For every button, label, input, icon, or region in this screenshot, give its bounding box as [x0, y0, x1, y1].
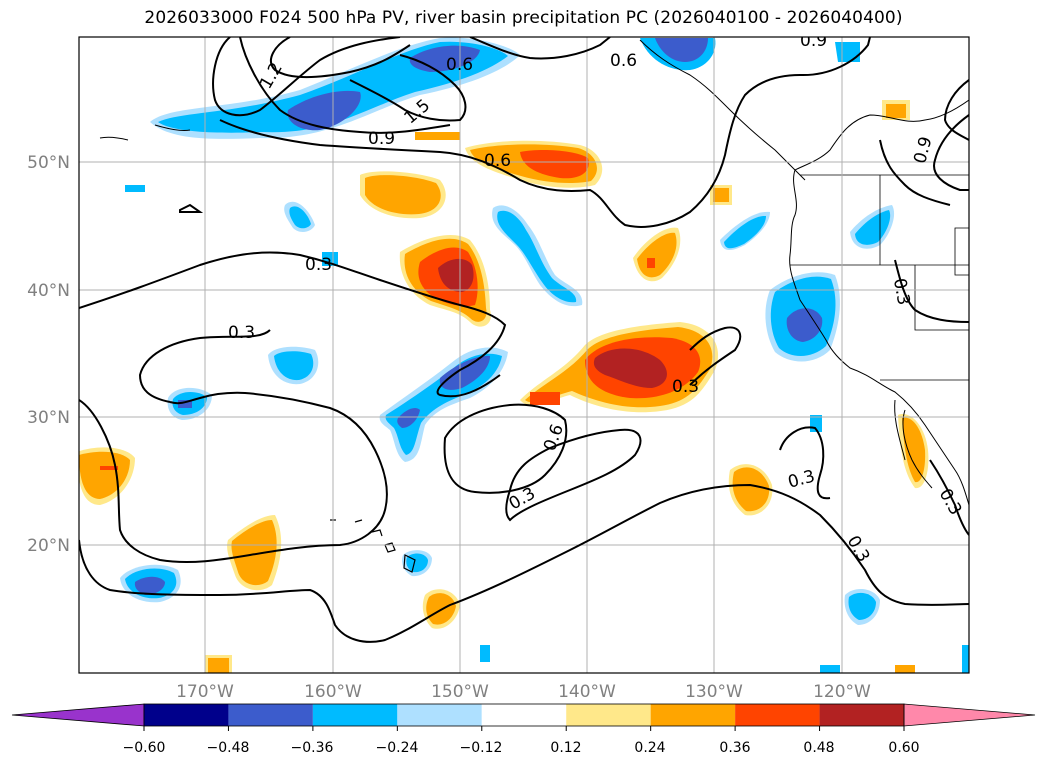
- political-borders: [790, 174, 969, 381]
- gridlines: [79, 37, 969, 673]
- colorbar-segment: [481, 704, 567, 726]
- hawaii-islands: [330, 519, 416, 573]
- contour-label: 0.6: [484, 151, 511, 171]
- colorbar-tick-label: −0.24: [376, 740, 419, 756]
- map-title: 2026033000 F024 500 hPa PV, river basin …: [144, 8, 903, 28]
- lon-label: 160°W: [304, 682, 362, 702]
- contour-label: 0.3: [889, 277, 913, 307]
- plot-frame: [78, 36, 970, 674]
- colorbar-segment: [735, 704, 820, 726]
- lon-label: 140°W: [558, 682, 616, 702]
- coastlines: [99, 39, 969, 506]
- contour-label: 0.9: [800, 31, 827, 51]
- latitude-labels: 50°N 40°N 30°N 20°N: [27, 153, 70, 556]
- contour-label: 0.3: [672, 377, 699, 397]
- lat-label: 50°N: [27, 153, 70, 173]
- blue-anomaly-gulf-of-alaska-core: [287, 90, 361, 131]
- colorbar-tick-label: −0.36: [291, 740, 334, 756]
- colorbar-segment: [566, 704, 651, 726]
- contour-label: 0.6: [446, 55, 473, 75]
- lon-label: 150°W: [431, 682, 489, 702]
- colorbar-outline: [143, 703, 905, 727]
- colorbar-tick-label: −0.60: [123, 740, 166, 756]
- colorbar-labels: −0.60 −0.48 −0.36 −0.24 −0.12 0.12 0.24 …: [123, 740, 920, 756]
- colorbar: −0.60 −0.48 −0.36 −0.24 −0.12 0.12 0.24 …: [11, 703, 1036, 756]
- colorbar-segments: [11, 703, 1036, 727]
- colorbar-segment: [312, 704, 398, 726]
- colorbar-segment: [397, 704, 482, 726]
- colorbar-tick-label: −0.12: [460, 740, 503, 756]
- colorbar-extend-low: [11, 703, 145, 727]
- contour-label: 0.9: [368, 129, 395, 149]
- colorbar-tick-label: 0.12: [550, 740, 581, 756]
- colorbar-tick-label: −0.48: [207, 740, 250, 756]
- contour-label: 0.3: [305, 255, 332, 275]
- lat-label: 20°N: [27, 536, 70, 556]
- colorbar-segment: [650, 704, 736, 726]
- pv-contours: [79, 37, 969, 643]
- colorbar-tick-label: 0.48: [803, 740, 834, 756]
- lat-label: 30°N: [27, 408, 70, 428]
- lon-label: 130°W: [685, 682, 743, 702]
- longitude-labels: 170°W 160°W 150°W 140°W 130°W 120°W: [176, 682, 871, 702]
- contour-label: 0.3: [228, 323, 255, 343]
- colorbar-ticks: [143, 726, 905, 731]
- negative-precip-shading: [120, 37, 969, 673]
- colorbar-extend-high: [903, 703, 1036, 727]
- colorbar-tick-label: 0.60: [888, 740, 919, 756]
- lon-label: 120°W: [813, 682, 871, 702]
- positive-precip-shading: [79, 100, 929, 673]
- lat-label: 40°N: [27, 281, 70, 301]
- lon-label: 170°W: [176, 682, 234, 702]
- colorbar-tick-label: 0.36: [719, 740, 750, 756]
- colorbar-segment: [144, 704, 229, 726]
- colorbar-tick-label: 0.24: [634, 740, 665, 756]
- colorbar-segment: [819, 704, 904, 726]
- contour-label: 0.6: [610, 51, 637, 71]
- colorbar-segment: [228, 704, 313, 726]
